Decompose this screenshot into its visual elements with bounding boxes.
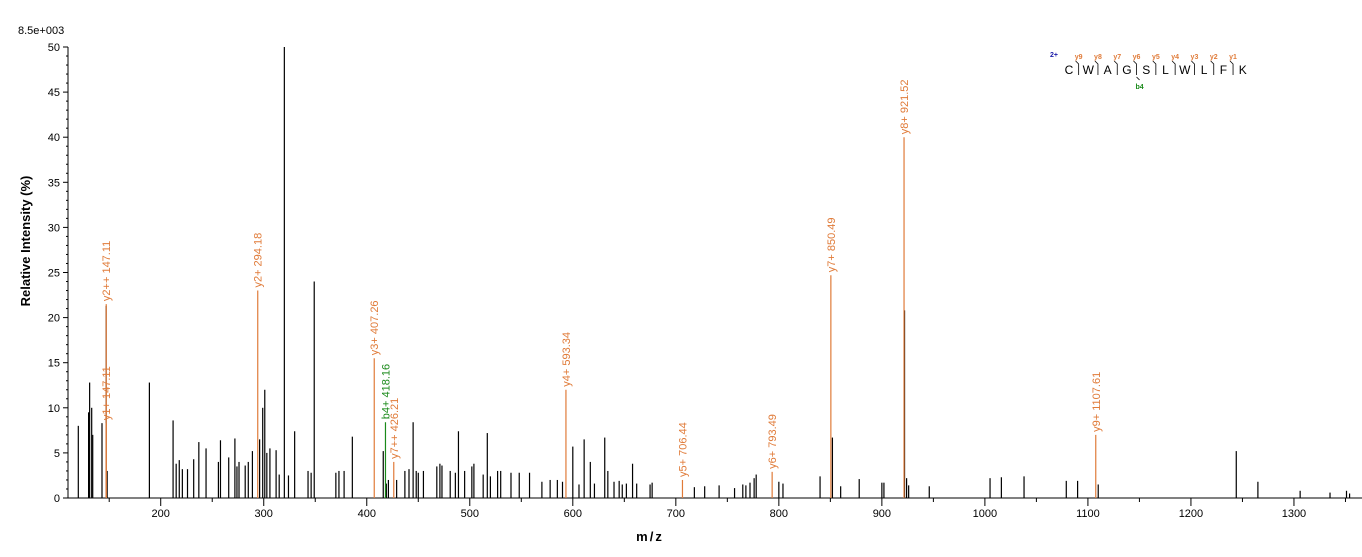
sequence-residue: L bbox=[1162, 63, 1169, 77]
peak-series bbox=[77, 47, 1351, 498]
peak-label: y7+ 850.49 bbox=[826, 217, 838, 272]
x-tick-label: 1000 bbox=[973, 508, 997, 520]
b-ion-label: b4 bbox=[1135, 84, 1143, 91]
y-axis: 0 5 10 15 20 25 30 35 40 45 50 bbox=[48, 42, 69, 505]
x-tick-label: 1300 bbox=[1282, 508, 1306, 520]
y-ion-cleavage bbox=[1113, 60, 1118, 75]
y-ion-label: y1 bbox=[1229, 54, 1237, 61]
y-ion-cleavage bbox=[1152, 60, 1157, 75]
y-ion-label: y7 bbox=[1113, 54, 1121, 61]
y-ion-label: y9 bbox=[1075, 54, 1083, 61]
peak-label: y6+ 793.49 bbox=[767, 414, 779, 469]
x-tick-label: 900 bbox=[873, 508, 891, 520]
y-tick-label: 50 bbox=[48, 42, 60, 54]
peak-label: y9+ 1107.61 bbox=[1091, 372, 1103, 432]
y-tick-label: 45 bbox=[48, 87, 60, 99]
sequence-residue: G bbox=[1122, 63, 1131, 77]
sequence-residue: K bbox=[1239, 63, 1247, 77]
x-tick-label: 200 bbox=[152, 508, 170, 520]
y-ion-cleavage bbox=[1133, 60, 1137, 75]
x-tick-label: 600 bbox=[564, 508, 582, 520]
y-ion-cleavage bbox=[1191, 60, 1195, 75]
y-ion-cleavage bbox=[1229, 60, 1234, 75]
x-tick-label: 500 bbox=[461, 508, 479, 520]
peak-label: y5+ 706.44 bbox=[677, 422, 689, 477]
x-tick-label: 700 bbox=[667, 508, 685, 520]
peak-label: y8+ 921.52 bbox=[899, 79, 911, 134]
y-ion-cleavage bbox=[1075, 60, 1080, 75]
x-axis: 200 300 400 500 600 700 800 900 1000 1100 1200 1300… bbox=[68, 497, 1362, 520]
b-ion-cleavage bbox=[1136, 76, 1140, 81]
peak-label: y4+ 593.34 bbox=[561, 332, 573, 387]
intensity-scale-label: 8.5e+003 bbox=[18, 25, 64, 37]
peak-label: y2++ 147.11 bbox=[101, 241, 113, 301]
y-ion-label: y2 bbox=[1210, 54, 1218, 61]
sequence-residue: S bbox=[1142, 63, 1150, 77]
x-tick-label: 800 bbox=[770, 508, 788, 520]
annotated-peaks: y1+ 147.11 y2++ 147.11 y2+ 294.18 y3+ 407.2… bbox=[101, 79, 1103, 498]
sequence-residue: C bbox=[1065, 63, 1074, 77]
y-ion-cleavage bbox=[1210, 60, 1215, 75]
x-tick-label: 300 bbox=[255, 508, 273, 520]
y-ion-label: y6 bbox=[1133, 54, 1141, 61]
y-tick-label: 40 bbox=[48, 132, 60, 144]
y-ion-cleavage bbox=[1094, 60, 1099, 75]
sequence-residue: A bbox=[1104, 63, 1112, 77]
y-ion-label: y5 bbox=[1152, 54, 1160, 61]
y-tick-label: 15 bbox=[48, 358, 60, 370]
y-ion-cleavage bbox=[1171, 60, 1176, 75]
y-ion-label: y4 bbox=[1171, 54, 1179, 61]
peak-label: y2+ 294.18 bbox=[253, 233, 265, 288]
y-axis-title: Relative Intensity (%) bbox=[18, 176, 33, 307]
peak-label: y3+ 407.26 bbox=[369, 300, 381, 355]
x-tick-label: 1200 bbox=[1179, 508, 1203, 520]
y-tick-label: 20 bbox=[48, 313, 60, 325]
peak-label: b4+ 418.16 bbox=[380, 364, 392, 419]
sequence-residue: W bbox=[1083, 63, 1095, 77]
x-axis-title: m/z bbox=[636, 529, 664, 544]
y-tick-label: 25 bbox=[48, 268, 60, 280]
y-tick-label: 5 bbox=[54, 448, 60, 460]
x-tick-label: 1100 bbox=[1076, 508, 1100, 520]
x-tick-label: 400 bbox=[358, 508, 376, 520]
y-tick-label: 30 bbox=[48, 222, 60, 234]
peak-label: y7++ 426.21 bbox=[389, 398, 401, 459]
sequence-residue: F bbox=[1220, 63, 1227, 77]
y-tick-label: 0 bbox=[54, 493, 60, 505]
charge-state: 2+ bbox=[1050, 52, 1058, 59]
sequence-residue: L bbox=[1201, 63, 1208, 77]
y-ion-label: y3 bbox=[1191, 54, 1199, 61]
y-ion-label: y8 bbox=[1094, 54, 1102, 61]
sequence-residue: W bbox=[1179, 63, 1191, 77]
y-tick-label: 10 bbox=[48, 403, 60, 415]
peak-label: y1+ 147.11 bbox=[101, 366, 113, 420]
y-tick-label: 35 bbox=[48, 177, 60, 189]
